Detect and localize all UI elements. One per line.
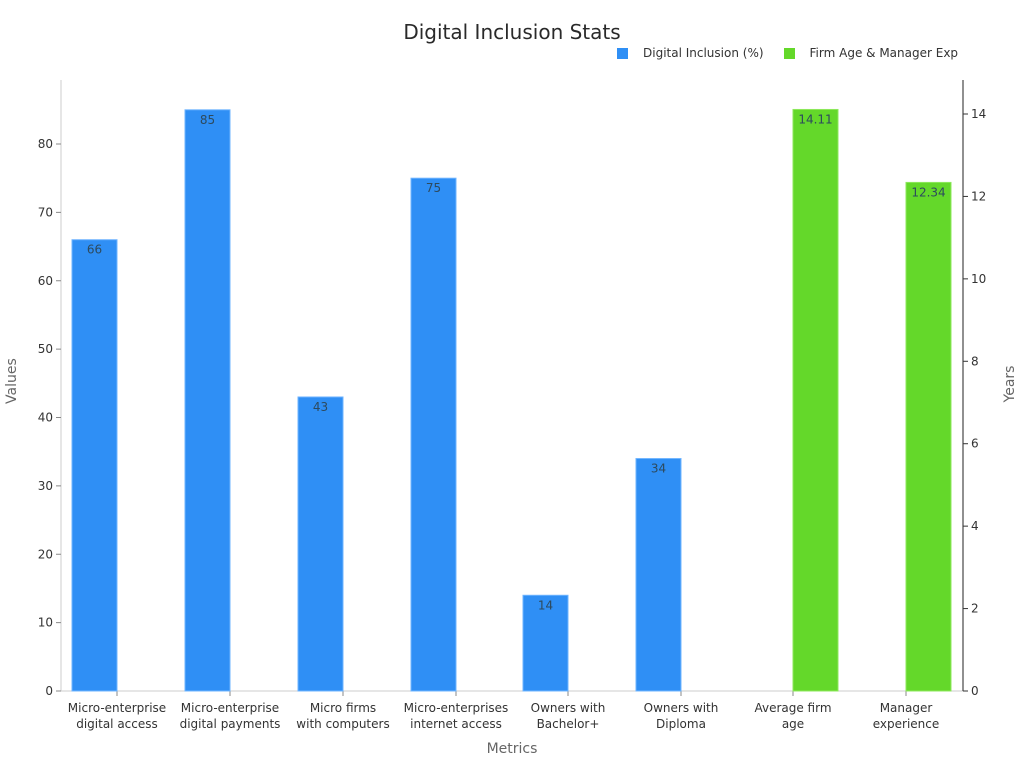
bar-value-label: 12.34 xyxy=(911,185,945,199)
bar[interactable] xyxy=(297,396,344,692)
x-tick-label: experience xyxy=(873,717,940,731)
y-tick-label-right: 0 xyxy=(971,684,979,698)
x-tick-label: digital access xyxy=(76,717,158,731)
bar[interactable] xyxy=(635,458,682,692)
legend: Digital Inclusion (%) Firm Age & Manager… xyxy=(617,46,978,60)
x-tick-label: Owners with xyxy=(531,701,606,715)
bar-value-label: 14 xyxy=(538,598,553,612)
y-tick-label-right: 14 xyxy=(971,107,986,121)
legend-item-digital-inclusion[interactable]: Digital Inclusion (%) xyxy=(617,46,764,60)
x-tick-label: Average firm xyxy=(754,701,831,715)
bar[interactable] xyxy=(522,594,569,692)
legend-label: Digital Inclusion (%) xyxy=(643,46,764,60)
x-axis-label: Metrics xyxy=(0,741,1024,757)
y-tick-label-left: 0 xyxy=(45,684,53,698)
x-tick-label: Manager xyxy=(880,701,933,715)
x-tick-label: digital payments xyxy=(180,717,281,731)
y-tick-label-right: 8 xyxy=(971,354,979,368)
bar[interactable] xyxy=(792,108,839,692)
y-tick-label-left: 20 xyxy=(38,547,53,561)
x-tick-label: Micro-enterprise xyxy=(181,701,279,715)
legend-swatch-blue xyxy=(617,47,628,59)
y-axis-label-right: Years xyxy=(1002,365,1018,403)
bar[interactable] xyxy=(410,177,457,692)
y-tick-label-right: 4 xyxy=(971,519,979,533)
x-axis-label-text: Metrics xyxy=(486,741,538,757)
x-tick-label: Micro-enterprise xyxy=(68,701,166,715)
x-tick-label: Diploma xyxy=(656,717,706,731)
bar-value-label: 14.11 xyxy=(798,112,832,126)
bar-value-label: 34 xyxy=(651,462,666,476)
x-tick-label: Bachelor+ xyxy=(537,717,600,731)
x-tick-label: age xyxy=(782,717,804,731)
bar-value-label: 43 xyxy=(313,400,328,414)
x-tick-label: Micro-enterprises xyxy=(404,701,509,715)
legend-swatch-green xyxy=(783,47,795,59)
y-tick-label-left: 60 xyxy=(38,274,53,288)
bar-value-label: 85 xyxy=(200,113,215,127)
x-tick-label: Micro firms xyxy=(310,701,376,715)
bar-value-label: 75 xyxy=(426,181,441,195)
x-tick-label: with computers xyxy=(296,717,389,731)
bar[interactable] xyxy=(905,181,952,692)
y-tick-label-left: 50 xyxy=(38,342,53,356)
y-tick-label-left: 40 xyxy=(38,411,53,425)
bar-value-label: 66 xyxy=(87,243,102,257)
y-tick-label-right: 10 xyxy=(971,272,986,286)
bar[interactable] xyxy=(71,239,118,692)
y-tick-label-left: 70 xyxy=(38,205,53,219)
y-tick-label-left: 10 xyxy=(38,616,53,630)
x-tick-label: Owners with xyxy=(644,701,719,715)
y-tick-label-right: 12 xyxy=(971,189,986,203)
legend-item-firm-age[interactable]: Firm Age & Manager Exp xyxy=(783,46,959,60)
x-tick-label: internet access xyxy=(410,717,502,731)
chart-title: Digital Inclusion Stats xyxy=(403,20,621,44)
y-tick-label-right: 2 xyxy=(971,602,979,616)
y-tick-label-left: 80 xyxy=(38,137,53,151)
y-axis-label-left: Values xyxy=(4,358,20,404)
legend-label: Firm Age & Manager Exp xyxy=(809,46,959,60)
y-tick-label-right: 6 xyxy=(971,437,979,451)
y-tick-label-left: 30 xyxy=(38,479,53,493)
bar[interactable] xyxy=(184,109,231,692)
